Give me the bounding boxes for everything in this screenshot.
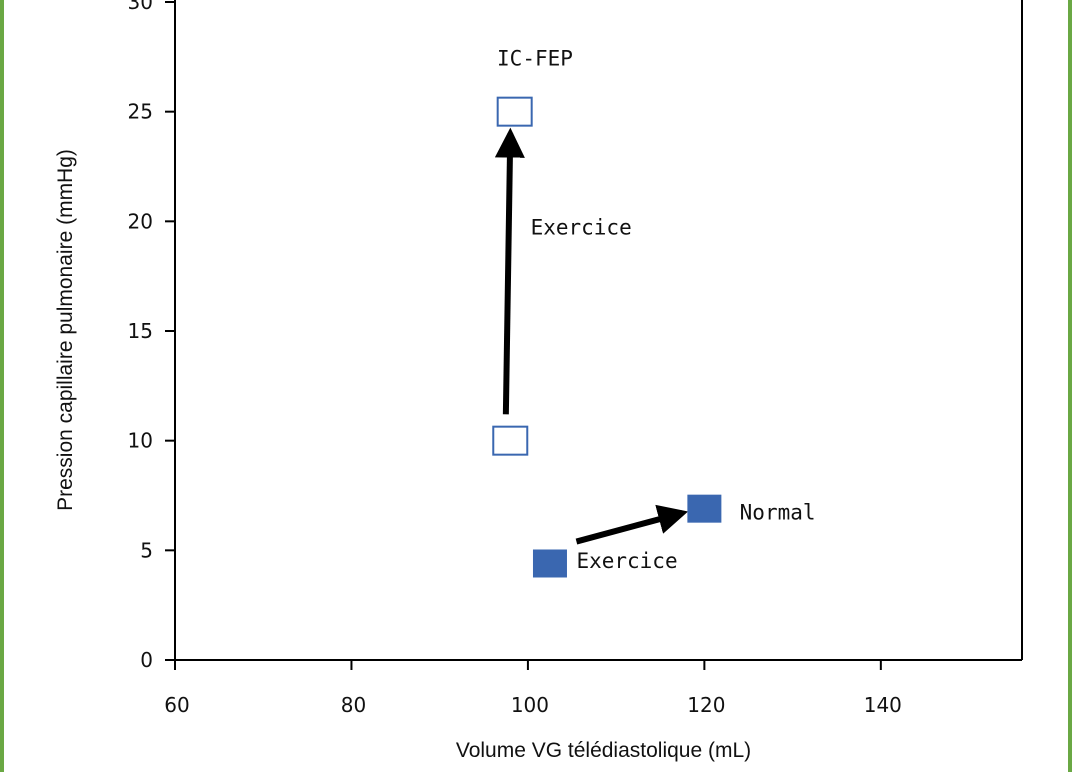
x-tick-label: 100 bbox=[511, 693, 549, 717]
data-point-open-square bbox=[496, 96, 533, 127]
data-point-filled-square bbox=[687, 494, 722, 523]
annotation-label: Exercice bbox=[576, 549, 677, 573]
scatter-chart: 0 5 10 15 20 25 30 60 80 100 120 140 Volume VG téléd… bbox=[54, 0, 1023, 762]
x-tick-label: 140 bbox=[864, 693, 902, 717]
y-tick-label: 25 bbox=[128, 100, 153, 124]
y-tick-label: 0 bbox=[140, 648, 153, 672]
exercise-arrow bbox=[575, 504, 689, 545]
y-tick-label: 5 bbox=[140, 538, 153, 562]
annotation-label: Normal bbox=[740, 501, 816, 525]
plot-area: 0 5 10 15 20 25 30 60 80 100 120 140 Volume VG téléd… bbox=[54, 0, 1023, 762]
data-point-filled-square bbox=[532, 549, 567, 578]
x-axis-title: Volume VG télédiastolique (mL) bbox=[456, 739, 751, 762]
y-axis-title: Pression capillaire pulmonaire (mmHg) bbox=[54, 149, 77, 511]
x-tick-label: 60 bbox=[164, 693, 189, 717]
exercise-arrow bbox=[494, 127, 525, 415]
x-tick-label: 80 bbox=[341, 693, 366, 717]
y-tick-label: 10 bbox=[128, 429, 153, 453]
data-point-open-square bbox=[492, 425, 529, 456]
x-tick-label: 120 bbox=[687, 693, 725, 717]
y-tick-label: 20 bbox=[128, 209, 153, 233]
y-tick-label: 15 bbox=[128, 319, 153, 343]
y-tick-label: 30 bbox=[128, 0, 153, 14]
annotation-label: Exercice bbox=[531, 215, 632, 239]
annotation-label: IC-FEP bbox=[497, 47, 573, 71]
